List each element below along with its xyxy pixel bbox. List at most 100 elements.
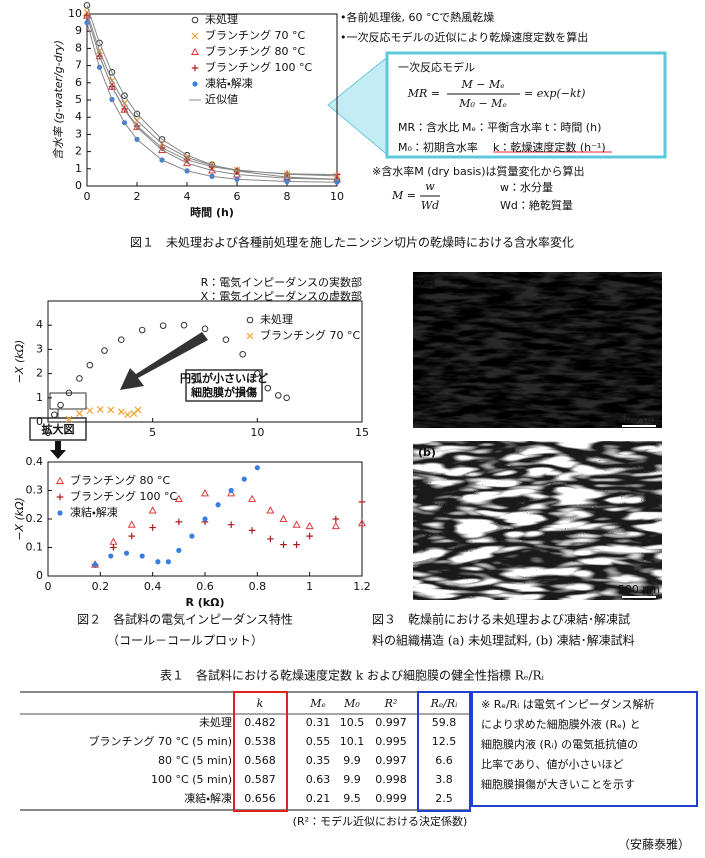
y-tick-label: 9 <box>75 24 82 37</box>
caption: 図１ 未処理および各種前処理を施したニンジン切片の乾燥時における含水率変化 <box>130 235 574 250</box>
y-tick-label: 0.1 <box>26 541 44 554</box>
y-tick-label: 1 <box>75 162 82 175</box>
row-label: ブランチング 70 °C (5 min) <box>89 734 233 748</box>
definition: M₀：初期含水率 <box>398 141 478 154</box>
data-point <box>228 487 234 494</box>
table-cell: 2.5 <box>435 792 453 805</box>
data-point <box>121 92 128 99</box>
y-axis-label: −X (kΩ) <box>13 340 26 384</box>
equation: MR = <box>407 87 440 100</box>
legend-swatch <box>55 476 65 484</box>
data-point <box>86 407 94 415</box>
definition: w：水分量 <box>500 181 553 194</box>
row-label: 80 °C (5 min) <box>158 754 232 767</box>
data-point <box>239 350 246 358</box>
note-line: 細胞膜損傷が大きいことを示す <box>481 777 635 791</box>
x-tick-label: 0.8 <box>249 580 267 593</box>
x-axis-label: 時間 (h) <box>190 205 234 219</box>
column-header: k <box>257 697 264 710</box>
data-point <box>65 415 73 423</box>
caption: 図３ 乾燥前における未処理および凍結･解凍試 <box>372 612 630 627</box>
box-title: 一次反応モデル <box>398 60 475 74</box>
x-tick-label: 0.4 <box>144 580 162 593</box>
legend-label: 凍結・解凍 <box>70 505 118 519</box>
data-point <box>83 2 91 9</box>
legend-swatch <box>192 81 198 87</box>
table-cell: 0.656 <box>244 792 276 805</box>
y-tick-label: 8 <box>75 41 82 54</box>
table-cell: 3.8 <box>435 773 453 786</box>
table-cell: 0.997 <box>375 754 407 767</box>
photo-label: (b) <box>418 446 436 459</box>
highlight-box <box>417 691 471 812</box>
y-tick-label: 6 <box>75 76 82 89</box>
caption: （コール－コールプロット） <box>107 634 263 648</box>
table-cell: 0.55 <box>306 735 331 748</box>
data-point <box>50 411 58 419</box>
legend-label: ブランチング 100 °C <box>70 489 177 503</box>
table-cell: 10.5 <box>340 716 365 729</box>
data-point <box>65 389 73 397</box>
data-point <box>200 489 210 497</box>
data-point <box>107 406 115 414</box>
author: （安藤泰雅） <box>618 837 690 852</box>
y-tick-label: 0.2 <box>26 512 44 525</box>
table-cell: 0.995 <box>375 735 407 748</box>
table-cell: 0.568 <box>244 754 276 767</box>
data-point <box>124 411 131 419</box>
data-point <box>96 405 104 413</box>
data-point <box>222 336 230 344</box>
data-point <box>133 110 141 118</box>
equation: M = <box>391 189 416 202</box>
data-point <box>189 533 195 539</box>
data-point <box>128 532 136 540</box>
data-point <box>158 136 166 143</box>
plot-frame <box>47 300 363 423</box>
bullet: •一次反応モデルの近似により乾燥速度定数を算出 <box>340 30 588 44</box>
data-point <box>180 321 188 329</box>
legend-swatch <box>190 47 200 55</box>
y-tick-label: 0.3 <box>26 484 44 497</box>
down-arrow <box>50 441 66 459</box>
table-cell: 0.63 <box>306 773 331 786</box>
data-point <box>174 494 183 503</box>
data-point <box>149 524 156 531</box>
data-point <box>279 514 288 522</box>
y-tick-label: 4 <box>36 318 43 331</box>
data-point <box>101 347 108 354</box>
data-point <box>127 520 136 528</box>
data-point <box>283 394 290 402</box>
x-tick-label: 0 <box>45 580 52 593</box>
equation: Wd <box>421 199 439 212</box>
definition: k：乾燥速度定数 (h⁻¹) <box>493 141 606 154</box>
data-point <box>264 384 272 392</box>
y-tick-label: 1 <box>36 391 43 404</box>
model-box <box>385 51 667 159</box>
x-tick-label: 1 <box>306 580 313 593</box>
footnote: (R²：モデル近似における決定係数) <box>293 814 468 828</box>
data-point <box>248 527 256 534</box>
x-tick-label: 0.6 <box>196 580 214 593</box>
annotation: 細胞膜が損傷 <box>191 385 257 399</box>
x-tick-label: 1.2 <box>353 580 371 593</box>
data-point <box>241 476 247 482</box>
micrograph-a <box>413 272 662 428</box>
data-point <box>332 515 340 523</box>
bullet: •各前処理後, 60 °Cで熱風乾燥 <box>340 10 494 24</box>
data-point <box>305 521 314 530</box>
data-point <box>227 521 235 528</box>
data-point <box>175 518 183 526</box>
note-box <box>471 691 698 807</box>
data-point <box>331 521 340 530</box>
data-point <box>159 322 167 329</box>
x-tick-label: 10 <box>330 190 344 203</box>
legend-swatch <box>191 64 199 72</box>
x-tick-label: 4 <box>184 190 191 203</box>
data-point <box>110 544 117 551</box>
note-box <box>185 369 263 402</box>
x-tick-label: 0 <box>45 426 52 439</box>
equation: M₀ − Mₑ <box>458 97 506 110</box>
equation: w <box>425 180 435 193</box>
data-point <box>117 336 125 344</box>
data-point <box>165 559 171 565</box>
